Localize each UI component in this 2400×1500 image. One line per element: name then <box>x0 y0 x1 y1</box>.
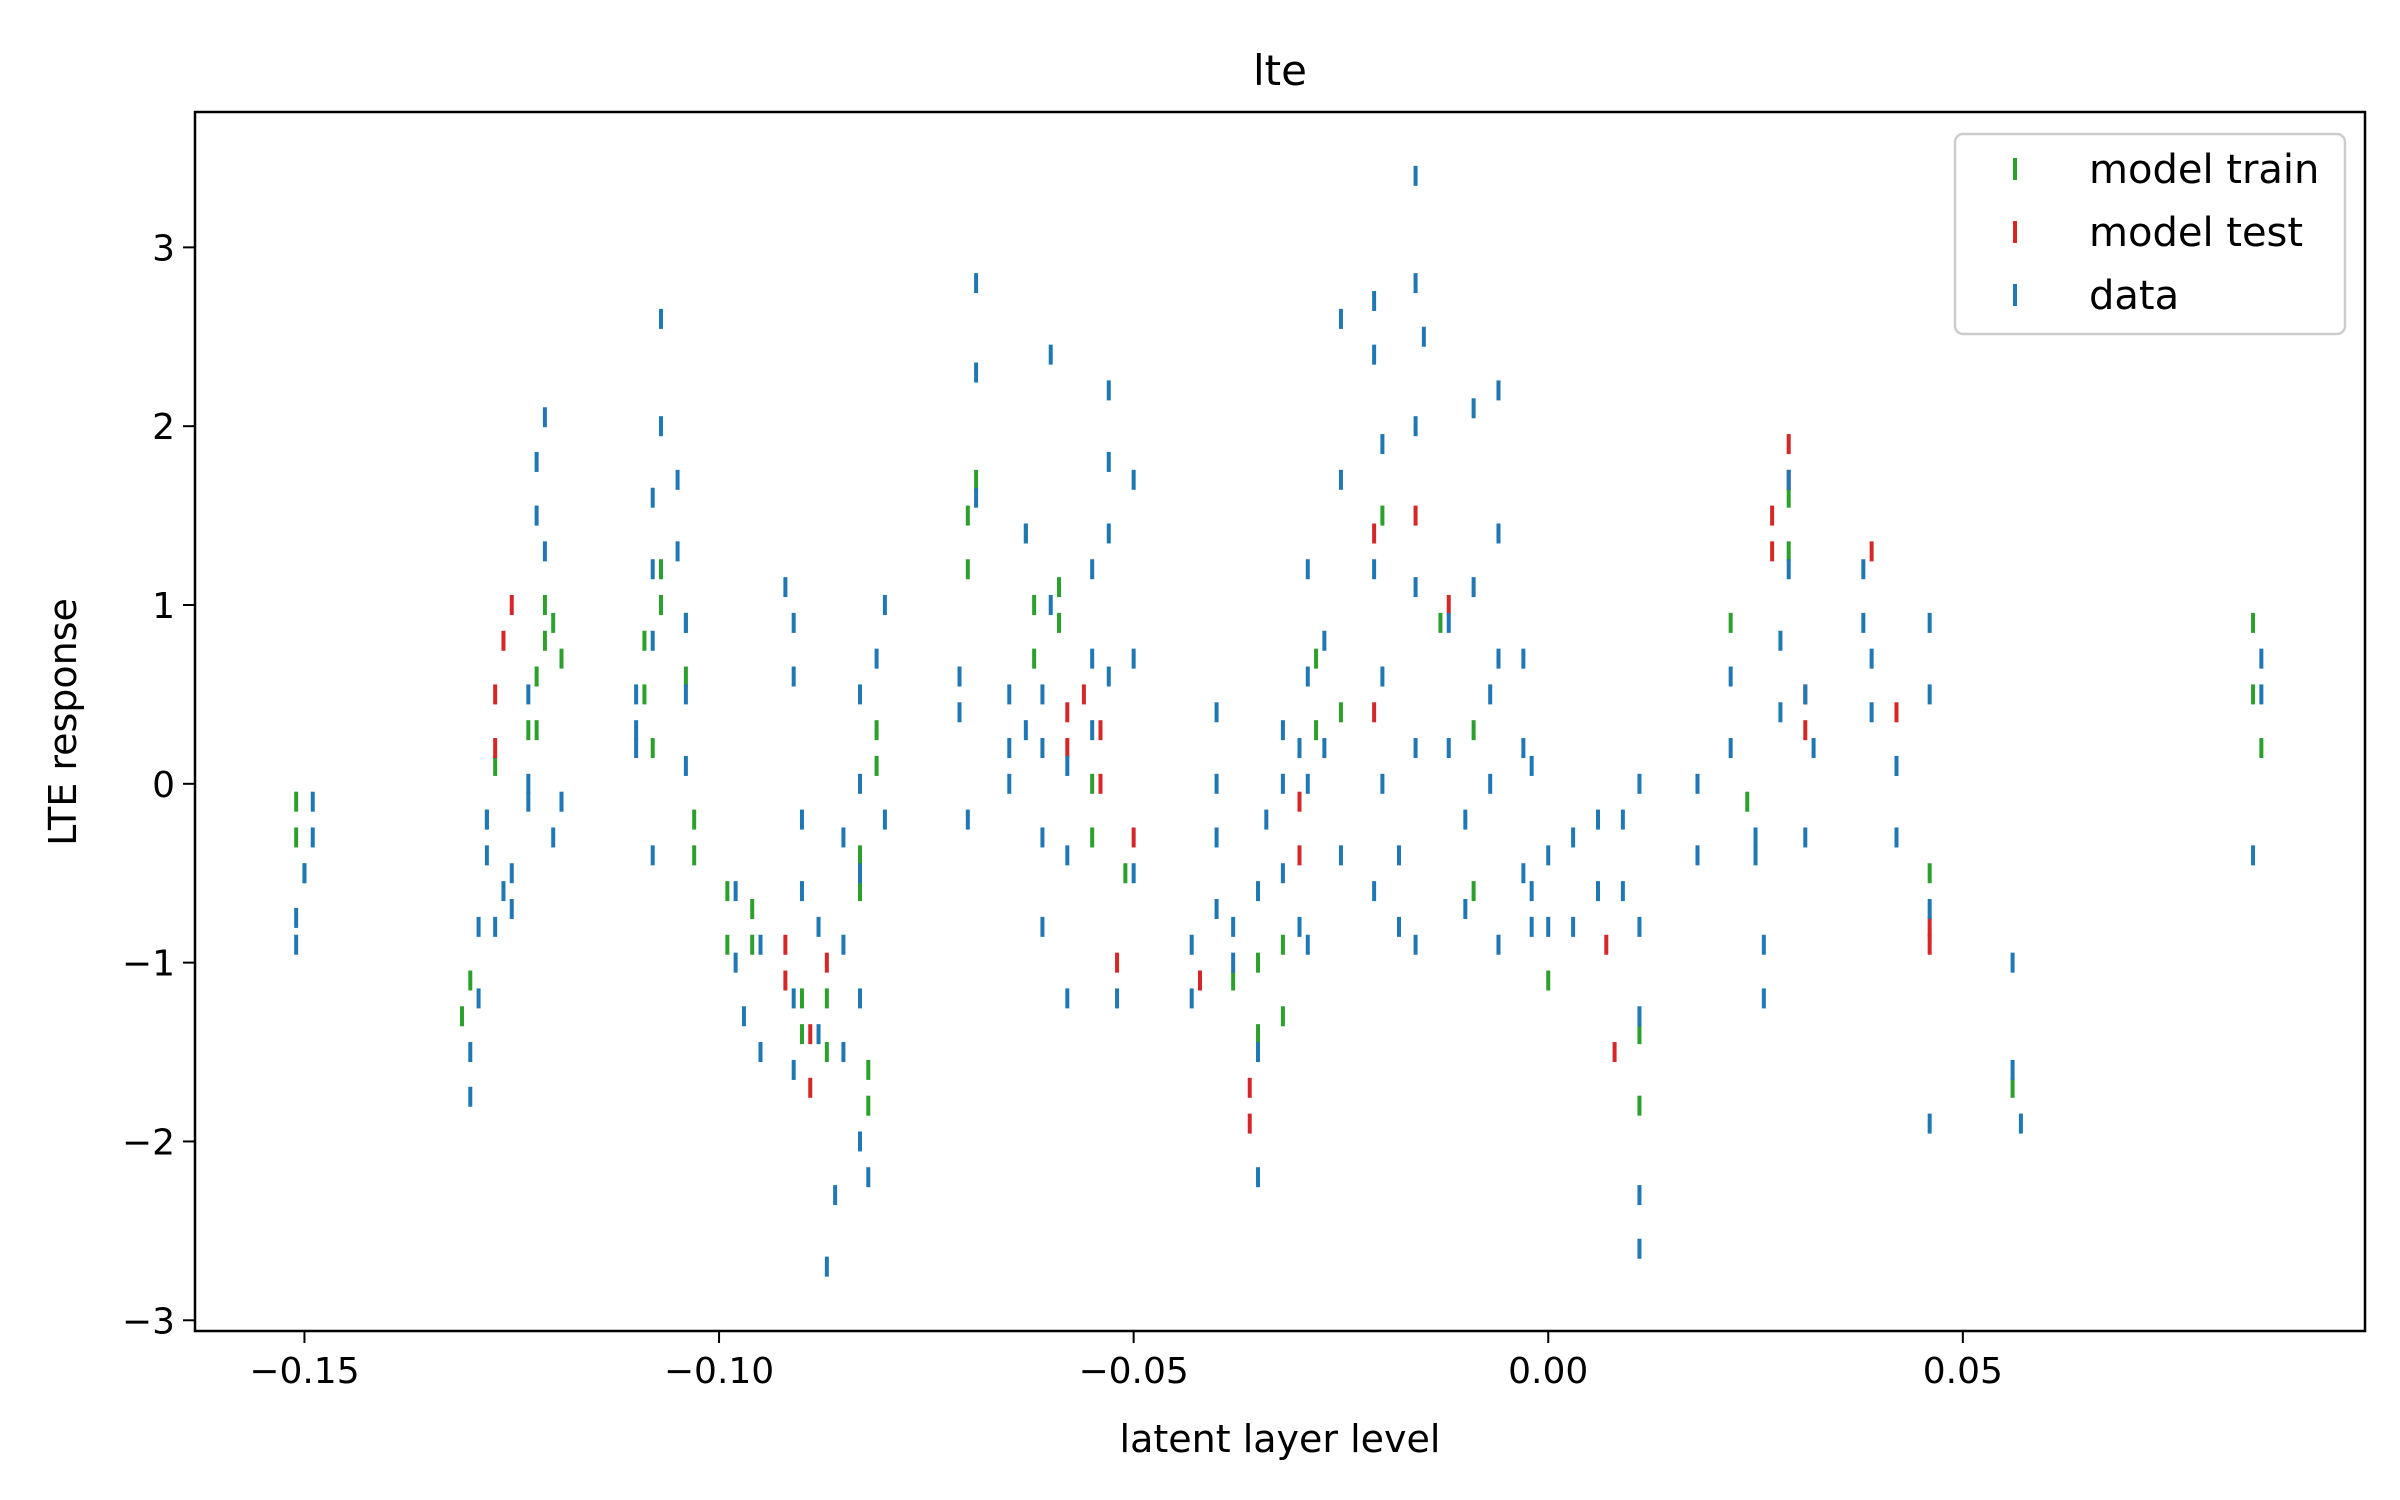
plot-marks <box>294 165 2264 1277</box>
x-axis-label: latent layer level <box>1120 1417 1441 1461</box>
axes-frame <box>193 110 2367 1333</box>
series-data <box>294 165 2264 1277</box>
y-tick-label: −1 <box>122 944 175 985</box>
y-tick-label: 2 <box>152 407 175 448</box>
x-tick-label: 0.00 <box>1508 1351 1588 1392</box>
legend-label: model train <box>2089 147 2319 193</box>
x-tick-label: −0.05 <box>1078 1351 1188 1392</box>
x-tick-label: 0.05 <box>1923 1351 2003 1392</box>
legend-entry: model train <box>2013 147 2319 193</box>
legend-box <box>1953 132 2347 336</box>
y-tick-label: −2 <box>122 1122 175 1163</box>
x-tick-label: −0.10 <box>664 1351 774 1392</box>
legend-entry: model test <box>2013 210 2303 256</box>
legend-label: model test <box>2089 210 2303 256</box>
x-tick-label: −0.15 <box>249 1351 359 1392</box>
axis-ticks: −0.15 −0.10 −0.05 0.00 0.05 −3 −2 −1 0 1 2 3 <box>122 228 2003 1392</box>
y-tick-label: 1 <box>152 586 175 627</box>
legend-label: data <box>2089 273 2179 319</box>
legend-entry: data <box>2013 273 2179 319</box>
chart-title: lte <box>1253 46 1307 95</box>
y-axis-label: LTE response <box>41 598 85 846</box>
y-tick-label: 3 <box>152 228 175 269</box>
y-tick-label: −3 <box>122 1301 175 1342</box>
legend: model train model test data <box>1953 132 2347 336</box>
y-tick-label: 0 <box>152 765 175 806</box>
